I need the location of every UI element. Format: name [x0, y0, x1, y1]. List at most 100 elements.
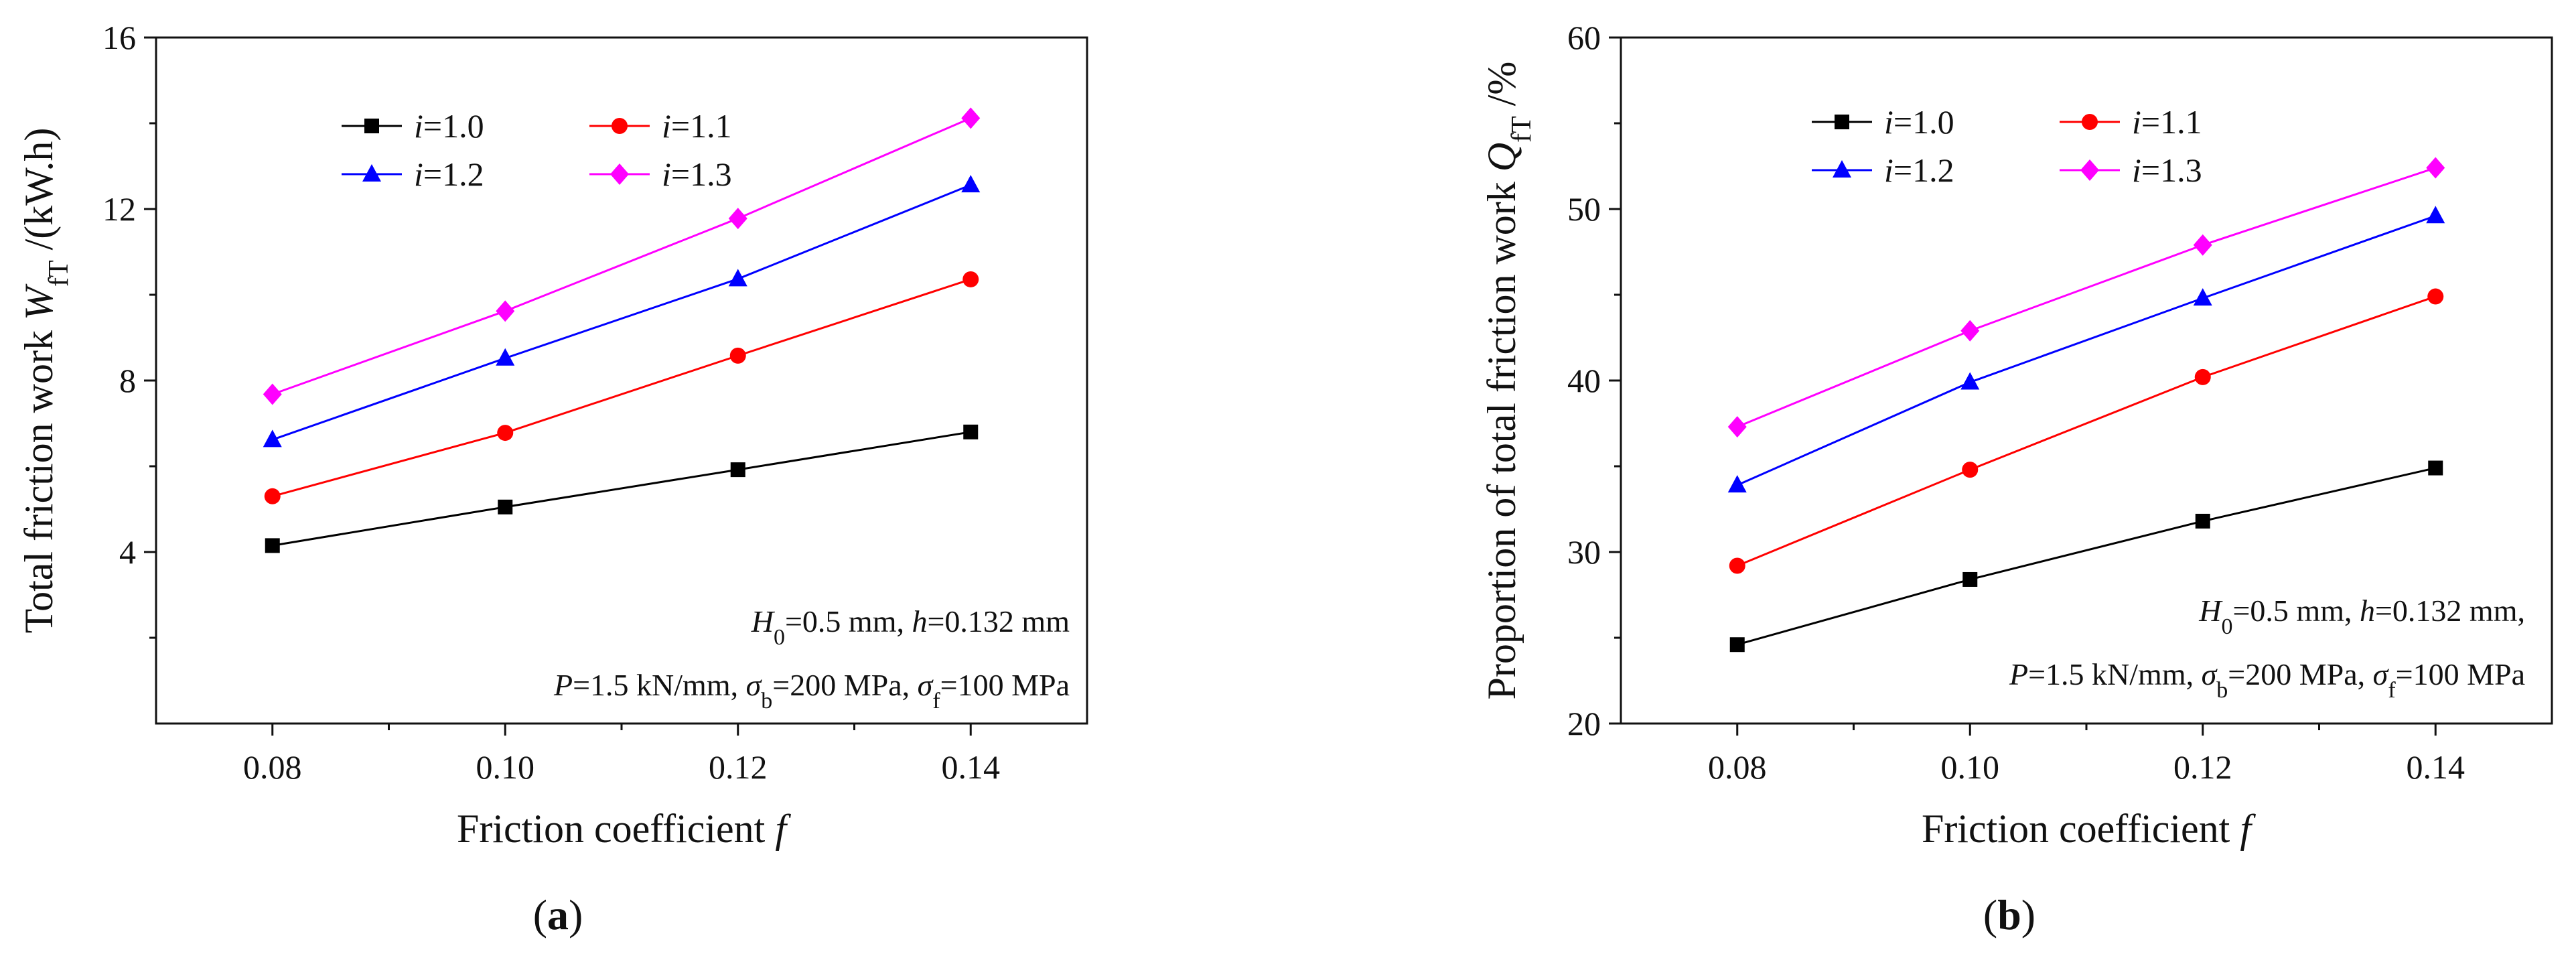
data-point [728, 208, 747, 230]
data-point [497, 425, 514, 441]
ann2-text-4: =200 MPa, [2228, 657, 2372, 691]
data-point [730, 462, 745, 478]
data-point [2427, 288, 2444, 305]
annotation-line-2: P=1.5 kN/mm, σb=200 MPa, σf=100 MPa [2009, 657, 2525, 703]
panel-label-close: ) [569, 891, 583, 939]
legend-entry: i=1.1 [2060, 103, 2202, 141]
ann1-var-3: h [2360, 594, 2375, 628]
x-tick-label: 0.12 [2173, 748, 2232, 786]
ann2-var-2: σ [746, 668, 763, 702]
legend-var: i [662, 155, 671, 193]
legend-value: =1.0 [1893, 103, 1954, 141]
ann2-sub-6: f [2388, 678, 2396, 703]
y-axis-label-text: Proportion of total friction work [1480, 172, 1524, 699]
y-tick-label: 30 [1567, 533, 1601, 571]
data-point [1727, 475, 1747, 493]
panel-label-open: ( [1983, 891, 1997, 939]
ann1-var-0: H [2198, 594, 2223, 628]
x-tick-label: 0.10 [1941, 748, 2000, 786]
annotation-line-1: H0=0.5 mm, h=0.132 mm, [2198, 594, 2525, 639]
y-tick-label: 50 [1567, 190, 1601, 228]
legend-entry: i=1.2 [342, 155, 484, 193]
y-axis-label-unit: /% [1480, 62, 1524, 117]
panel-label: (b) [1983, 891, 2035, 939]
x-tick-label: 0.10 [476, 748, 535, 786]
ann2-text-7: =100 MPa [940, 668, 1070, 702]
series-line [1737, 167, 2436, 428]
data-point [2426, 206, 2445, 224]
data-point [1729, 637, 1745, 653]
ann2-text-7: =100 MPa [2396, 657, 2525, 691]
series-i=1.3 [263, 107, 981, 405]
legend-swatch-marker [1833, 160, 1851, 178]
legend-label: i=1.1 [2132, 103, 2202, 141]
series-line [272, 184, 971, 441]
ann2-var-0: P [2009, 657, 2028, 691]
legend-entry: i=1.1 [589, 107, 732, 145]
legend-value: =1.3 [671, 155, 732, 193]
legend-var: i [2132, 151, 2141, 189]
legend-swatch-marker [2082, 114, 2098, 130]
series-i=1.1 [264, 271, 979, 504]
data-point [2195, 513, 2210, 529]
data-point [496, 348, 515, 366]
ann2-text-1: =1.5 kN/mm, [2028, 657, 2202, 691]
series-i=1.3 [1727, 157, 2445, 438]
legend-label: i=1.1 [662, 107, 732, 145]
ann2-var-5: σ [918, 668, 934, 702]
y-tick-label: 40 [1567, 362, 1601, 399]
data-point [729, 347, 746, 364]
data-point [961, 107, 981, 129]
legend-value: =1.1 [671, 107, 732, 145]
legend-label: i=1.0 [414, 107, 484, 145]
x-axis-label: Friction coefficient f [1922, 807, 2256, 851]
legend-entry: i=1.3 [2060, 151, 2202, 189]
legend-label: i=1.2 [1884, 151, 1954, 189]
data-point [263, 429, 282, 448]
data-point [2194, 368, 2211, 385]
ann2-sub-3: b [2216, 678, 2228, 703]
data-point [2428, 460, 2443, 476]
y-axis-label: Proportion of total friction work QfT /% [1480, 62, 1537, 700]
x-axis-label-var: f [2240, 807, 2256, 851]
ann2-var-0: P [553, 668, 573, 702]
series-line [272, 117, 971, 395]
y-axis-label-sub: fT [1506, 116, 1537, 143]
data-point [961, 175, 981, 193]
legend-entry: i=1.0 [1812, 103, 1954, 141]
y-tick-label: 4 [119, 533, 136, 571]
x-tick-label: 0.14 [2407, 748, 2465, 786]
legend-swatch-marker [364, 119, 379, 133]
annotation-line-1: H0=0.5 mm, h=0.132 mm [751, 604, 1070, 650]
data-point [2193, 288, 2212, 306]
panel-label-close: ) [2021, 891, 2035, 939]
data-point [263, 383, 282, 405]
legend-swatch-marker [1835, 115, 1849, 129]
data-point [265, 538, 280, 553]
x-axis-label: Friction coefficient f [457, 807, 791, 851]
legend-swatch-marker [612, 118, 628, 134]
legend-var: i [1884, 151, 1893, 189]
legend-var: i [2132, 103, 2141, 141]
ann2-var-2: σ [2202, 657, 2218, 691]
x-tick-label: 0.08 [1708, 748, 1767, 786]
data-point [498, 499, 513, 515]
legend-entry: i=1.0 [342, 107, 484, 145]
data-point [1960, 372, 1980, 390]
y-axis-label: Total friction work WfT /(kW.h) [17, 128, 74, 634]
series-i=1.2 [263, 175, 981, 448]
ann1-text-2: =0.5 mm, [2232, 594, 2360, 628]
series-i=1.1 [1729, 288, 2444, 574]
panel-label-letter: b [1997, 891, 2021, 939]
legend-value: =1.2 [423, 155, 484, 193]
legend-var: i [1884, 103, 1893, 141]
legend-value: =1.0 [423, 107, 484, 145]
data-point [962, 271, 979, 287]
data-point [2193, 234, 2212, 256]
y-tick-label: 12 [102, 190, 136, 228]
ann2-text-4: =200 MPa, [772, 668, 917, 702]
data-point [2426, 157, 2445, 179]
data-point [1729, 557, 1745, 574]
ann2-text-1: =1.5 kN/mm, [573, 668, 746, 702]
